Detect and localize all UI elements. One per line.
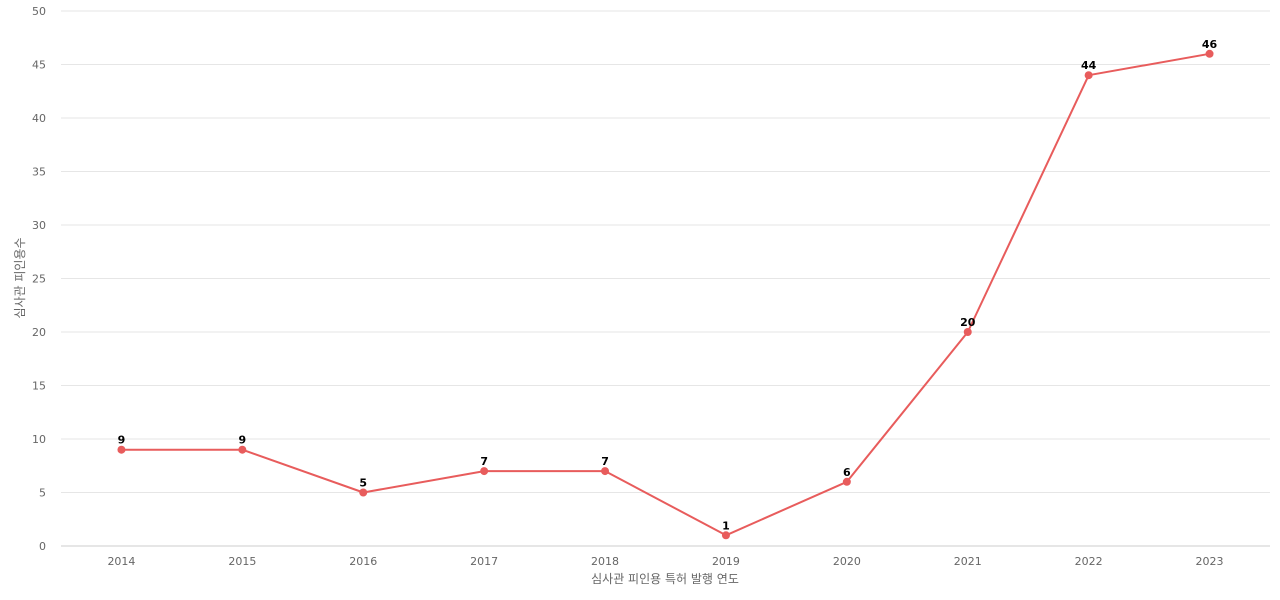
- data-points: [117, 49, 1214, 540]
- y-tick-label: 50: [32, 5, 46, 18]
- data-label: 7: [601, 455, 609, 468]
- y-tick-label: 15: [32, 380, 46, 393]
- data-point[interactable]: [721, 531, 730, 540]
- data-label: 44: [1081, 59, 1097, 72]
- data-label: 5: [359, 477, 367, 490]
- y-axis-title: 심사관 피인용수: [13, 237, 27, 318]
- y-tick-label: 5: [39, 487, 46, 500]
- x-tick-label: 2023: [1196, 555, 1224, 568]
- y-tick-label: 40: [32, 112, 46, 125]
- gridlines: [61, 10, 1270, 547]
- data-label: 6: [843, 466, 851, 479]
- y-tick-label: 45: [32, 59, 46, 72]
- data-point[interactable]: [963, 328, 972, 336]
- x-tick-label: 2017: [470, 555, 498, 568]
- data-point[interactable]: [601, 467, 610, 476]
- data-label: 7: [480, 455, 488, 468]
- data-labels: 9 9 5 7 7 1 6 20 44 46: [118, 38, 1218, 532]
- data-label: 46: [1202, 38, 1218, 51]
- y-tick-label: 0: [39, 540, 46, 553]
- x-tick-label: 2022: [1075, 555, 1103, 568]
- x-tick-label: 2021: [954, 555, 982, 568]
- y-tick-label: 10: [32, 433, 46, 446]
- x-tick-label: 2019: [712, 555, 740, 568]
- x-tick-label: 2014: [107, 555, 135, 568]
- series-layer: [121, 52, 1210, 537]
- x-tick-label: 2018: [591, 555, 619, 568]
- data-point[interactable]: [117, 445, 126, 454]
- data-label: 9: [118, 434, 126, 447]
- y-tick-label: 20: [32, 326, 46, 339]
- data-label: 9: [239, 434, 247, 447]
- y-tick-label: 25: [32, 273, 46, 286]
- data-point[interactable]: [1205, 49, 1214, 58]
- data-label: 20: [960, 316, 976, 329]
- y-tick-label: 35: [32, 166, 46, 179]
- y-tick-label: 30: [32, 219, 46, 232]
- data-point[interactable]: [842, 477, 851, 486]
- x-tick-label: 2020: [833, 555, 861, 568]
- series-line: [121, 52, 1210, 537]
- x-tick-label: 2016: [349, 555, 377, 568]
- y-axis-ticks: 0 5 10 15 20 25 30 35 40 45 50: [32, 5, 46, 553]
- x-tick-label: 2015: [228, 555, 256, 568]
- data-point[interactable]: [480, 467, 489, 476]
- x-axis-title: 심사관 피인용 특허 발행 연도: [591, 571, 739, 586]
- data-label: 1: [722, 519, 730, 532]
- data-point[interactable]: [1084, 71, 1093, 80]
- data-point[interactable]: [359, 488, 368, 497]
- x-axis-ticks: 2014 2015 2016 2017 2018 2019 2020 2021 2022 2023: [107, 555, 1223, 568]
- data-point[interactable]: [238, 445, 247, 454]
